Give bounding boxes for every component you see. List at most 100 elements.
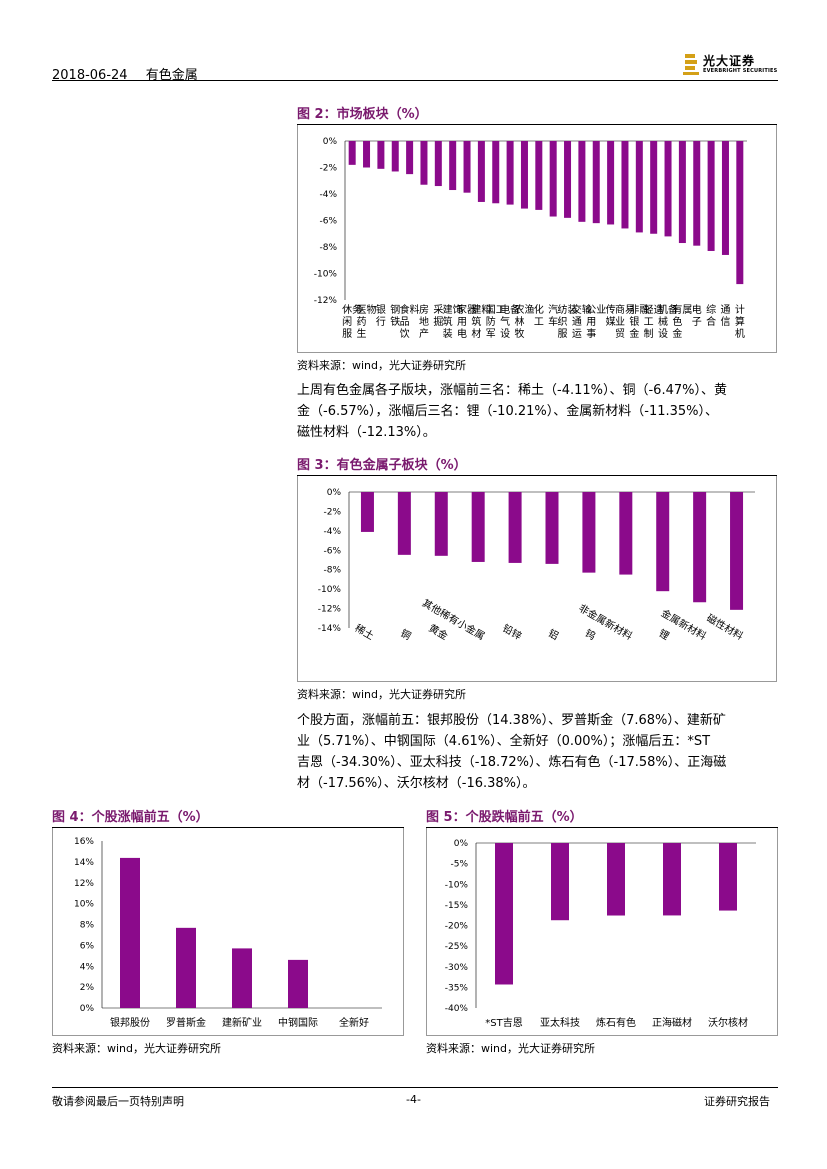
category-label: 械 <box>658 315 668 328</box>
y-tick-label: -12% <box>318 605 342 615</box>
category-label: 金 <box>672 327 682 340</box>
category-label: 服 <box>558 328 568 340</box>
category-label: 通 <box>572 316 582 328</box>
bar <box>650 141 658 234</box>
category-label: 事 <box>586 327 596 340</box>
fig4-frame <box>52 828 404 1036</box>
category-label: 金 <box>629 327 639 340</box>
y-tick-label: -6% <box>319 217 337 227</box>
bar <box>434 492 448 556</box>
bar <box>578 141 586 222</box>
category-label: 药 <box>357 316 367 328</box>
category-label: 地 <box>419 315 429 328</box>
category-label: 食 <box>400 303 410 316</box>
bar <box>635 141 643 233</box>
category-label: 工 <box>496 305 506 316</box>
bar <box>492 141 500 204</box>
paragraph-line: 金（-6.57%），涨幅后三名：锂（-10.21%）、金属新材料（-11.35%… <box>297 404 719 419</box>
category-label: 信 <box>720 316 730 328</box>
fig2-title: 图 2：市场板块（%） <box>297 107 428 122</box>
category-label: 综 <box>706 303 716 316</box>
bar <box>592 141 600 224</box>
bar <box>377 141 385 169</box>
fig4-title-rule <box>52 827 404 828</box>
y-tick-label: -4% <box>319 190 337 200</box>
category-label: 锂 <box>657 627 672 642</box>
category-label: 业 <box>596 304 606 316</box>
category-label: 装 <box>443 327 453 340</box>
category-label: 传 <box>606 304 616 316</box>
y-tick-label: -40% <box>445 1004 469 1014</box>
category-label: 银 <box>376 303 386 316</box>
category-label: 钢 <box>390 303 400 316</box>
logo-mark-icon <box>683 54 699 75</box>
category-label: 饮 <box>400 327 410 340</box>
y-tick-label: -2% <box>323 507 341 517</box>
bar <box>508 492 522 563</box>
category-label: 务 <box>352 303 362 316</box>
y-tick-label: -6% <box>323 546 341 556</box>
category-label: 纺 <box>558 303 568 316</box>
category-label: 磁性材料 <box>704 611 745 642</box>
fig5-title-rule <box>426 827 778 828</box>
paragraph-sector-summary: 上周有色金属各子版块，涨幅前三名：稀土（-4.11%）、铜（-6.47%）、黄 … <box>297 380 779 443</box>
bar <box>619 492 633 575</box>
category-label: 计 <box>735 303 745 316</box>
paragraph-line: 上周有色金属各子版块，涨幅前三名：稀土（-4.11%）、铜（-6.47%）、黄 <box>297 383 727 398</box>
fig3-chart: 0% -2% -4% -6% -8% -10% -12% -14% 稀土 铜黄金其他稀有小金属 铅锌… <box>318 488 755 643</box>
bar <box>449 141 457 191</box>
category-label: 服 <box>342 328 352 340</box>
fig5-source: 资料来源：wind，光大证券研究所 <box>426 1042 596 1055</box>
y-tick-label: 8% <box>80 921 95 931</box>
paragraph-line: 材（-17.56%）、沃尔核材（-16.38%）。 <box>297 776 536 791</box>
bar <box>406 141 414 175</box>
bar <box>288 959 308 1008</box>
category-label: 交 <box>572 303 582 316</box>
bar <box>736 141 744 285</box>
category-label: 制 <box>644 327 654 340</box>
y-tick-label: -15% <box>445 901 469 911</box>
y-tick-label: -35% <box>445 983 469 993</box>
category-label: 轻 <box>644 303 654 316</box>
category-label: 中钢国际 <box>278 1016 318 1029</box>
category-label: 防 <box>486 315 496 328</box>
bar <box>434 141 442 187</box>
bar <box>420 141 428 185</box>
category-label: 运 <box>572 328 582 340</box>
bar <box>360 492 374 532</box>
fig2-frame <box>297 125 777 353</box>
fig3-source: 资料来源：wind，光大证券研究所 <box>297 688 467 701</box>
category-label: 备 <box>668 303 678 316</box>
page-number: -4- <box>406 1093 421 1106</box>
bar <box>730 492 744 610</box>
fig4-chart: 16% 14% 12% 10% 8% 6% 4% 2% 0% 银邦股份 罗普斯金 建新矿业 中钢国际 全新… <box>74 837 382 1029</box>
category-label: 器 <box>467 304 477 316</box>
category-label: 建 <box>471 303 481 316</box>
category-label: 钨 <box>583 626 598 642</box>
category-label: 车 <box>548 315 558 328</box>
bar <box>348 141 356 165</box>
paragraph-line: 个股方面，涨幅前五：银邦股份（14.38%）、罗普斯金（7.68%）、建新矿 <box>297 713 726 728</box>
fig5-title: 图 5：个股跌幅前五（%） <box>426 810 583 825</box>
category-label: 电 <box>500 303 510 316</box>
category-label: 其他稀有小金属 <box>420 596 487 642</box>
y-tick-label: 0% <box>80 1004 95 1014</box>
category-label: 饰 <box>453 303 463 316</box>
y-tick-label: -30% <box>445 963 469 973</box>
category-label: 通 <box>720 304 730 316</box>
bar <box>721 141 729 255</box>
fig5-chart: 0% -5% -10% -15% -20% -25% -30% -35% -40% *ST吉恩 亚太… <box>445 839 756 1029</box>
bar <box>363 141 371 168</box>
category-label: 属 <box>682 304 692 316</box>
bar <box>506 141 514 205</box>
bar <box>678 141 686 244</box>
y-tick-label: 6% <box>80 941 95 951</box>
fig4-source: 资料来源：wind，光大证券研究所 <box>52 1042 222 1055</box>
category-label: 设 <box>500 328 510 340</box>
category-label: 融 <box>639 304 649 316</box>
paragraph-line: 业（5.71%）、中钢国际（4.61%）、全新好（0.00%）；涨幅后五：*ST <box>297 734 711 749</box>
category-label: 闲 <box>342 315 352 328</box>
logo-text: 光大证券 <box>703 54 756 68</box>
footer-rule <box>52 1087 778 1088</box>
